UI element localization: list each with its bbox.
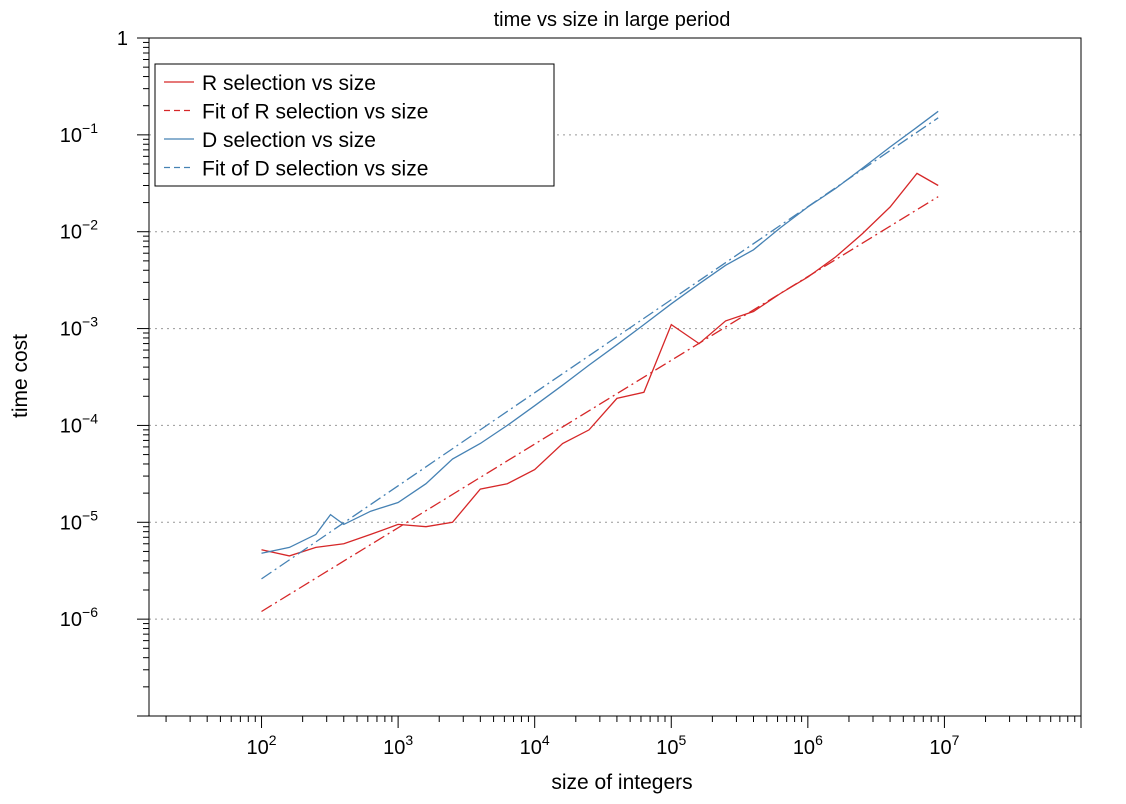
legend-item-label: Fit of R selection vs size — [202, 101, 428, 124]
x-axis: 102 103 104 105 106 107 — [165, 716, 1082, 759]
y-axis: 1 10−1 10−2 10−3 10−4 10−5 10−6 — [60, 28, 149, 717]
x-tick-label: 105 — [656, 732, 686, 759]
y-tick-label: 10−3 — [60, 314, 98, 341]
series-line-1 — [261, 196, 939, 613]
x-tick-label: 107 — [929, 732, 959, 759]
legend-item-label: D selection vs size — [202, 129, 376, 152]
x-tick-label: 103 — [383, 732, 413, 759]
y-axis-label: time cost — [9, 334, 32, 418]
y-tick-label: 10−5 — [60, 507, 98, 534]
legend: R selection vs size Fit of R selection vs… — [154, 63, 555, 187]
y-tick-label: 10−2 — [60, 217, 98, 244]
legend-item-label: R selection vs size — [202, 72, 376, 95]
x-axis-label: size of integers — [551, 771, 692, 794]
chart-title: time vs size in large period — [494, 9, 731, 31]
series-line-0 — [261, 172, 939, 557]
y-tick-label: 10−6 — [60, 604, 98, 631]
plot-series — [261, 110, 939, 613]
plot-frame — [148, 37, 1082, 717]
grid-lines — [149, 134, 1081, 620]
series-line-3 — [261, 117, 939, 580]
x-tick-label: 106 — [793, 732, 823, 759]
x-tick-label: 104 — [520, 732, 550, 759]
legend-box — [154, 63, 555, 187]
x-tick-label: 102 — [247, 732, 277, 759]
y-tick-label: 1 — [117, 28, 128, 50]
y-tick-label: 10−1 — [60, 120, 98, 147]
legend-item-label: Fit of D selection vs size — [202, 158, 428, 181]
y-tick-label: 10−4 — [60, 410, 98, 437]
